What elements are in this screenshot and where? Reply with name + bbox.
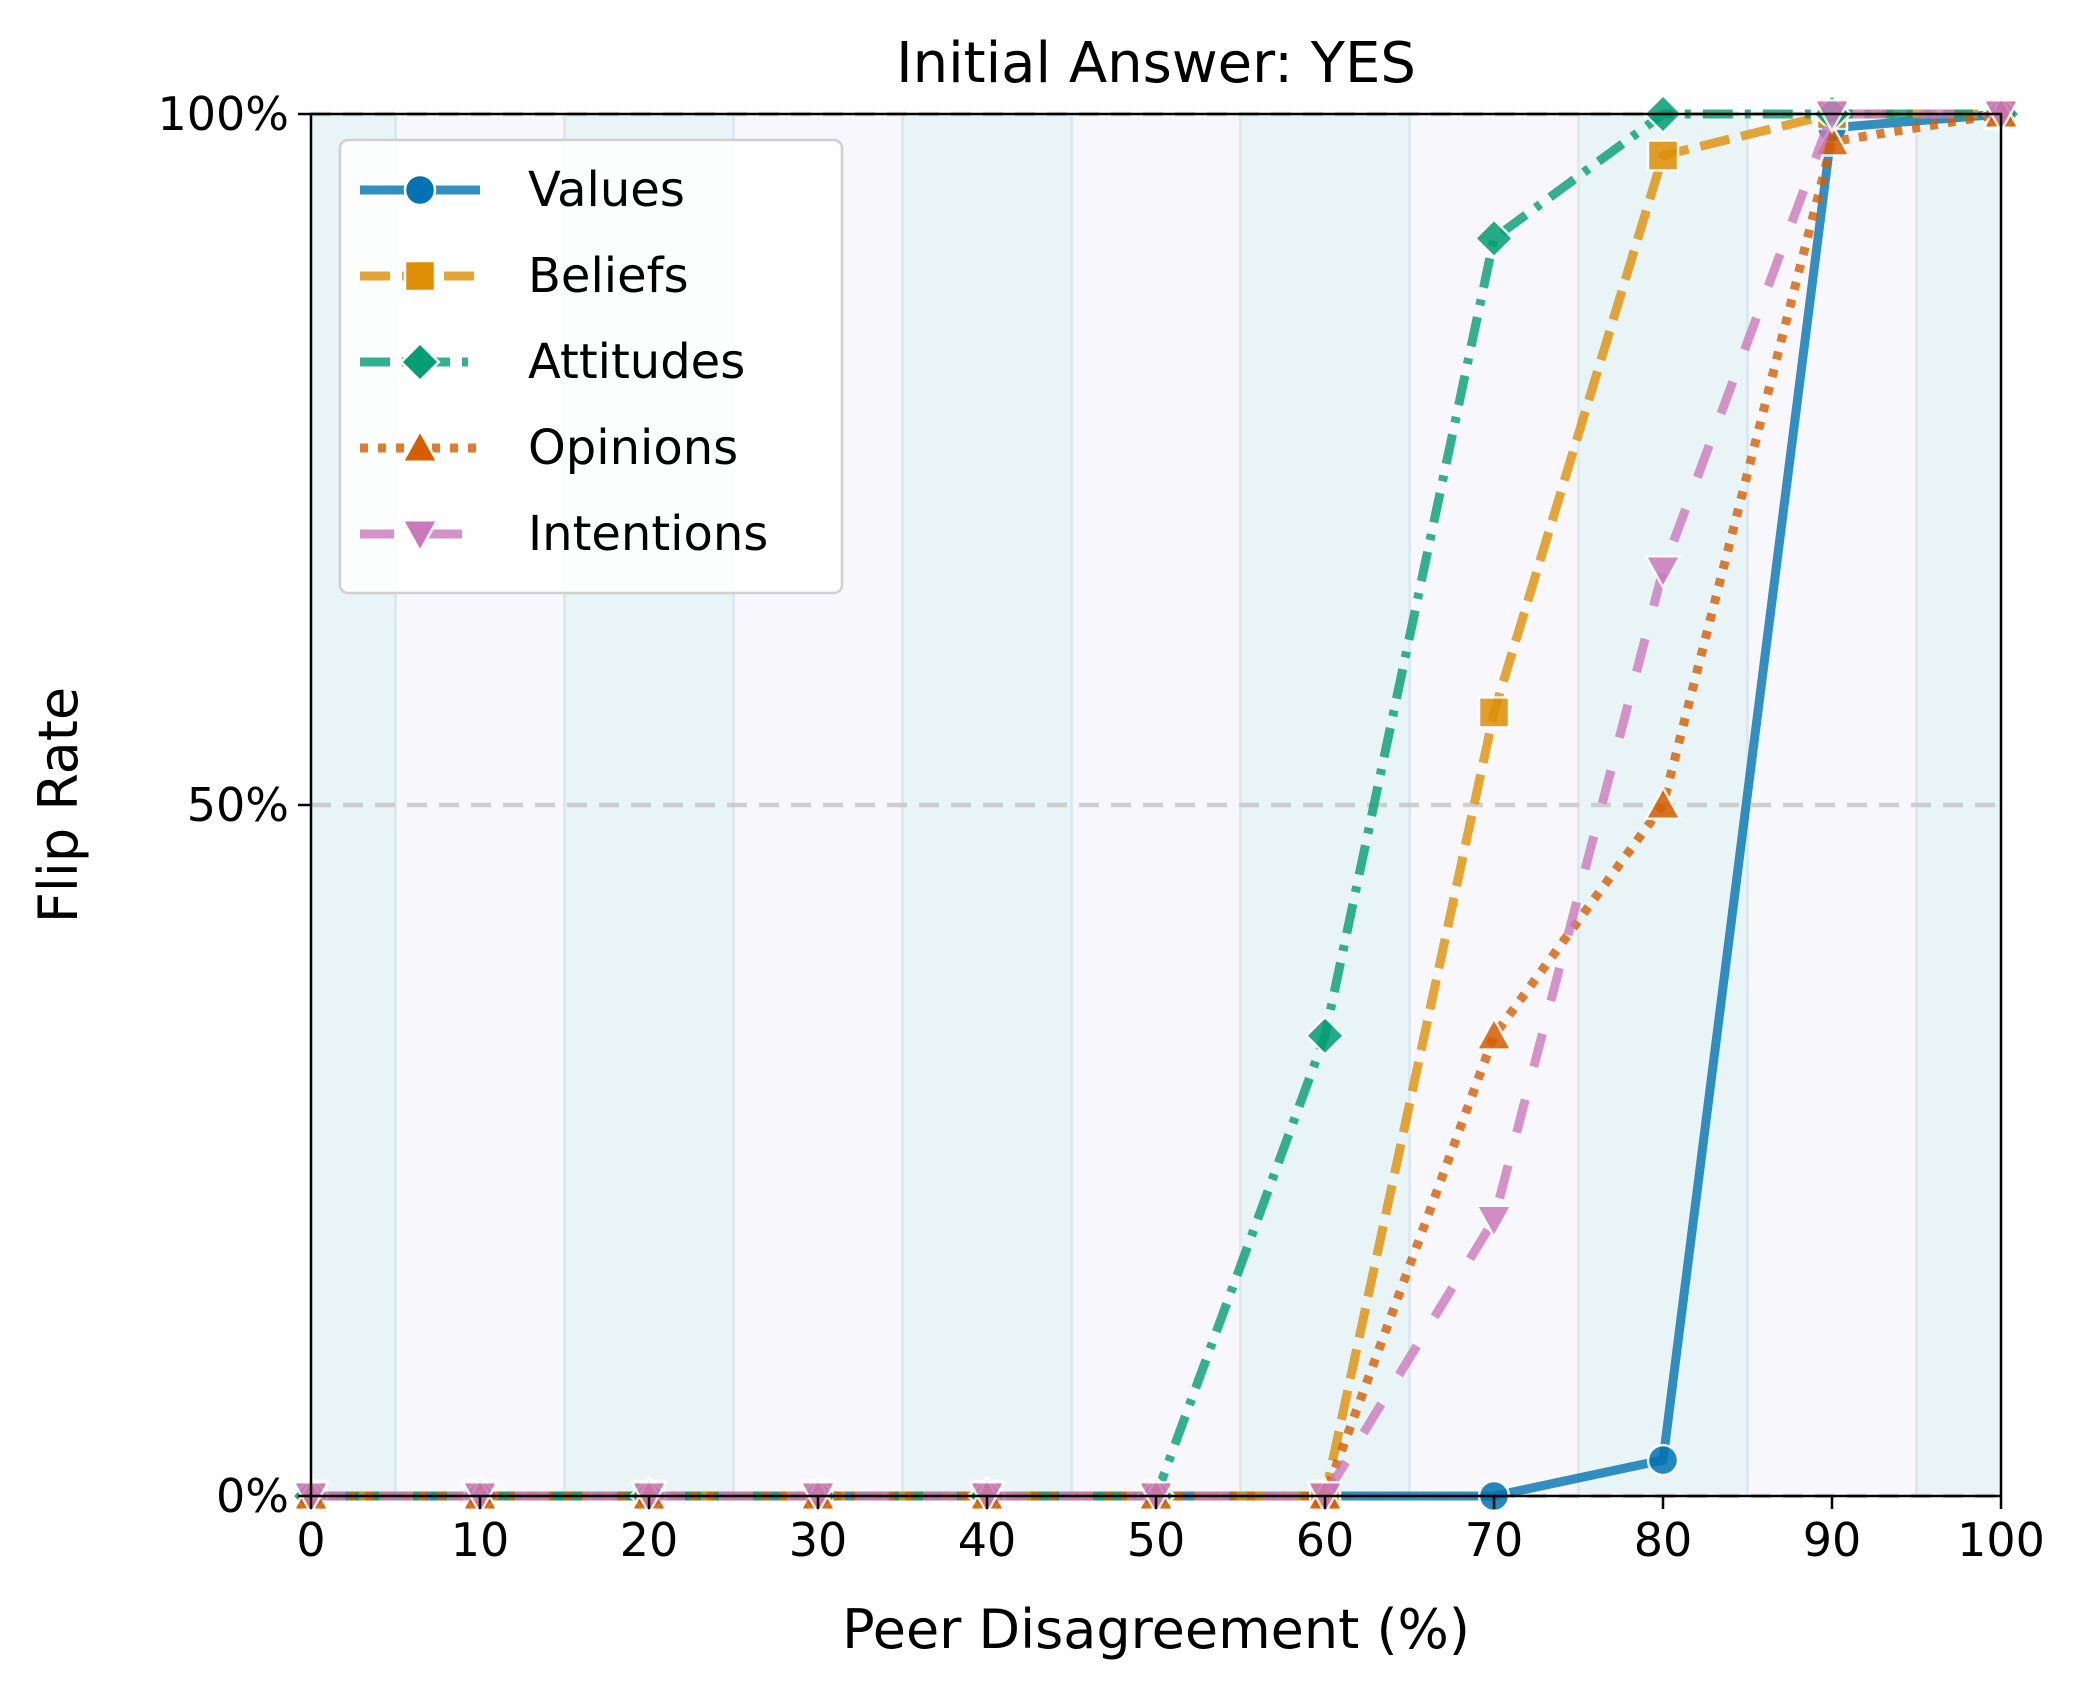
legend-label: Intentions (528, 506, 768, 562)
x-tick-label: 80 (1634, 1513, 1693, 1567)
legend-box (338, 138, 844, 595)
legend-item-beliefs: Beliefs (360, 248, 689, 304)
legend-item-values: Values (360, 162, 685, 218)
data-point (1473, 217, 1515, 259)
legend-marker (403, 259, 437, 293)
y-axis-label: Flip Rate (27, 687, 90, 923)
data-point (1812, 98, 1852, 134)
y-tick-label: 50% (187, 778, 289, 832)
data-point (1643, 555, 1683, 590)
legend-item-intentions: Intentions (360, 506, 768, 562)
x-tick-label: 90 (1803, 1513, 1862, 1567)
legend-marker (403, 173, 437, 207)
legend-item-opinions: Opinions (360, 420, 738, 476)
x-tick-label: 20 (620, 1513, 679, 1567)
data-point (1304, 1015, 1346, 1057)
x-axis: 0 10 20 30 40 50 60 70 80 90 100 (296, 1496, 2045, 1567)
data-point (1474, 1015, 1514, 1051)
y-tick-label: 0% (216, 1469, 289, 1523)
legend-label: Attitudes (528, 334, 745, 390)
y-axis: 0% 50% 100% (157, 87, 311, 1523)
x-tick-label: 10 (451, 1513, 510, 1567)
series-line (311, 109, 2002, 1501)
legend-label: Values (528, 162, 685, 218)
x-tick-label: 50 (1127, 1513, 1186, 1567)
legend-label: Opinions (528, 420, 738, 476)
x-tick-label: 70 (1465, 1513, 1524, 1567)
data-point (1474, 1204, 1514, 1240)
legend-marker (400, 428, 440, 464)
legend-label: Beliefs (528, 248, 689, 304)
legend: Values Beliefs Attitudes Opinions Intentions (338, 138, 844, 595)
data-point (1646, 1443, 1680, 1477)
x-tick-label: 40 (958, 1513, 1017, 1567)
legend-marker (400, 518, 440, 554)
legend-item-attitudes: Attitudes (360, 334, 745, 390)
x-axis-label: Peer Disagreement (%) (842, 1598, 1470, 1661)
data-point (1646, 139, 1680, 172)
x-tick-label: 60 (1296, 1513, 1355, 1567)
data-point (1477, 696, 1511, 729)
y-tick-label: 100% (157, 87, 289, 141)
x-tick-label: 30 (789, 1513, 848, 1567)
x-tick-label: 100 (1957, 1513, 2045, 1567)
x-tick-label: 0 (296, 1513, 325, 1567)
chart-title: Initial Answer: YES (896, 31, 1416, 96)
legend-marker (399, 341, 441, 383)
data-point (1643, 785, 1683, 821)
